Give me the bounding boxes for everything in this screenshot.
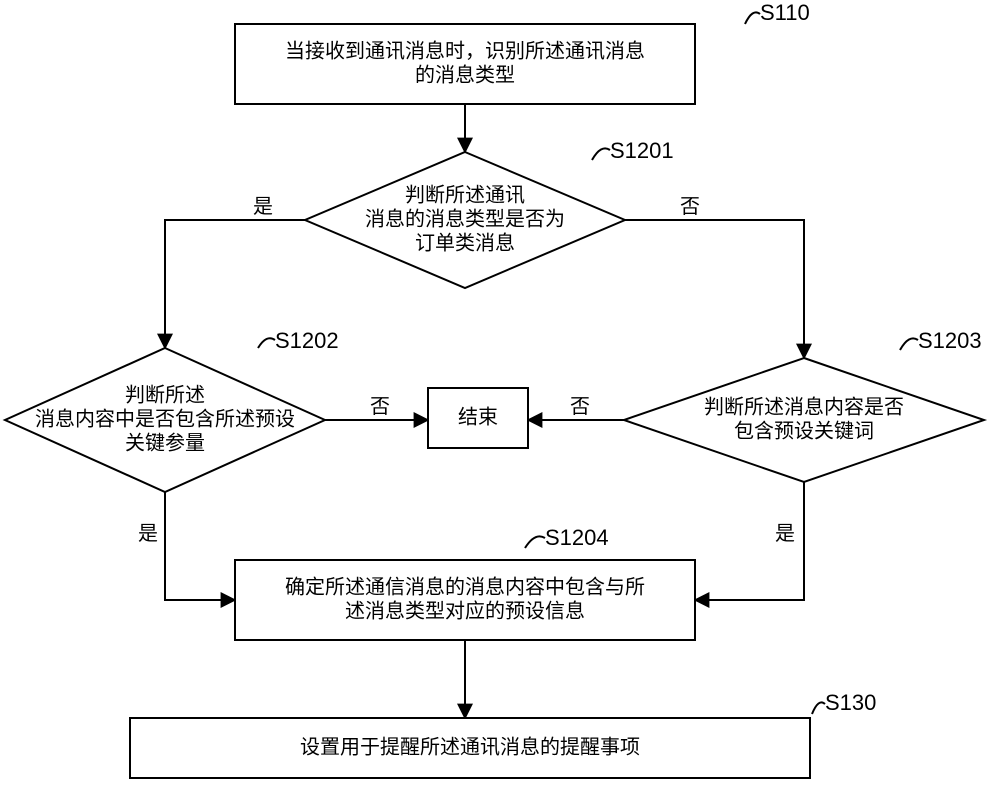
step-label: S130	[825, 690, 876, 715]
node-text: 判断所述	[125, 383, 205, 406]
node-text: 消息的消息类型是否为	[365, 207, 565, 230]
step-label: S1204	[545, 525, 609, 550]
node-end: 结束	[428, 388, 528, 448]
node-text: 判断所述消息内容是否	[704, 395, 904, 418]
flowchart-diagram: 当接收到通讯消息时，识别所述通讯消息的消息类型判断所述通讯消息的消息类型是否为订…	[0, 0, 1000, 807]
node-text: 的消息类型	[415, 63, 515, 86]
node-s1201: 判断所述通讯消息的消息类型是否为订单类消息	[305, 152, 625, 288]
branch-label: 是	[775, 523, 795, 545]
node-text: 包含预设关键词	[734, 419, 874, 442]
label-leader	[258, 338, 275, 348]
step-label: S110	[760, 0, 810, 25]
label-leader	[900, 338, 918, 350]
node-text: 设置用于提醒所述通讯消息的提醒事项	[300, 735, 640, 758]
branch-label: 是	[138, 523, 158, 545]
branch-label: 否	[570, 396, 590, 418]
branch-label: 否	[680, 196, 700, 218]
edge	[625, 220, 804, 358]
node-s130: 设置用于提醒所述通讯消息的提醒事项	[130, 718, 810, 778]
branch-label: 否	[370, 396, 390, 418]
label-leader	[525, 536, 545, 548]
node-text: 订单类消息	[415, 231, 515, 254]
branch-label: 是	[253, 196, 273, 218]
label-leader	[745, 12, 760, 24]
node-text: 关键参量	[125, 431, 205, 454]
node-text: 确定所述通信消息的消息内容中包含与所	[285, 575, 645, 598]
step-label: S1202	[275, 328, 339, 353]
edge	[165, 492, 235, 600]
node-text: 判断所述通讯	[405, 183, 525, 206]
label-leader	[812, 702, 825, 714]
label-leader	[592, 148, 610, 160]
node-s1202: 判断所述消息内容中是否包含所述预设关键参量	[5, 348, 325, 492]
node-text: 消息内容中是否包含所述预设	[35, 407, 295, 430]
node-text: 结束	[458, 405, 498, 428]
step-label: S1201	[610, 138, 674, 163]
node-text: 当接收到通讯消息时，识别所述通讯消息	[285, 39, 645, 62]
node-s1203: 判断所述消息内容是否包含预设关键词	[624, 358, 984, 482]
step-label: S1203	[918, 328, 982, 353]
node-s110: 当接收到通讯消息时，识别所述通讯消息的消息类型	[235, 24, 695, 104]
node-text: 述消息类型对应的预设信息	[345, 599, 585, 622]
node-s1204: 确定所述通信消息的消息内容中包含与所述消息类型对应的预设信息	[235, 560, 695, 640]
